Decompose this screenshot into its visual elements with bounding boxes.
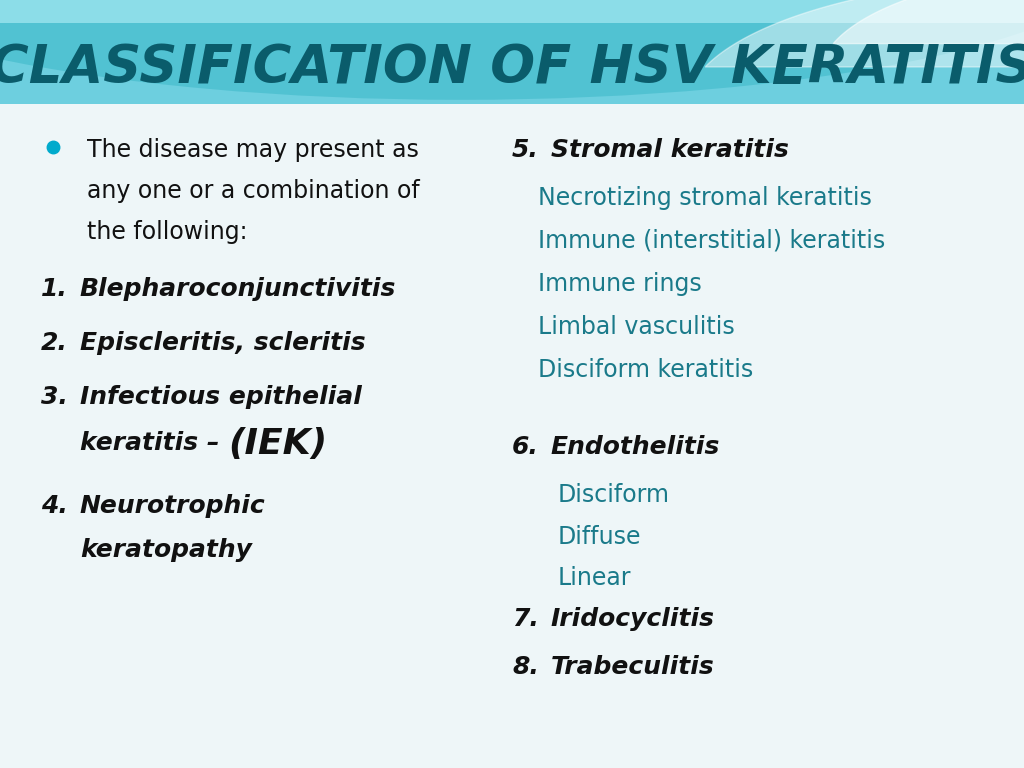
Text: keratopathy: keratopathy xyxy=(80,538,252,562)
Text: 6.: 6. xyxy=(512,435,539,459)
Text: 8.: 8. xyxy=(512,655,539,679)
Text: CLASSIFICATION OF HSV KERATITIS: CLASSIFICATION OF HSV KERATITIS xyxy=(0,41,1024,94)
Text: 1.: 1. xyxy=(41,277,68,301)
Text: Immune rings: Immune rings xyxy=(538,272,701,296)
FancyBboxPatch shape xyxy=(0,0,1024,104)
Text: 4.: 4. xyxy=(41,494,68,518)
Text: (IEK): (IEK) xyxy=(228,427,328,461)
Text: Stromal keratitis: Stromal keratitis xyxy=(551,138,788,162)
Text: The disease may present as: The disease may present as xyxy=(87,138,419,162)
Text: Immune (interstitial) keratitis: Immune (interstitial) keratitis xyxy=(538,229,885,253)
Text: Limbal vasculitis: Limbal vasculitis xyxy=(538,315,734,339)
Text: Neurotrophic: Neurotrophic xyxy=(80,494,265,518)
FancyBboxPatch shape xyxy=(0,104,1024,768)
Text: 7.: 7. xyxy=(512,607,539,631)
Text: keratitis –: keratitis – xyxy=(80,431,219,455)
Text: Episcleritis, scleritis: Episcleritis, scleritis xyxy=(80,331,366,355)
Ellipse shape xyxy=(0,0,1024,100)
Text: Infectious epithelial: Infectious epithelial xyxy=(80,385,361,409)
Text: Endothelitis: Endothelitis xyxy=(551,435,720,459)
Text: Diffuse: Diffuse xyxy=(558,525,642,548)
Text: the following:: the following: xyxy=(87,220,248,243)
Polygon shape xyxy=(834,0,1024,44)
Text: Iridocyclitis: Iridocyclitis xyxy=(551,607,715,631)
Text: Blepharoconjunctivitis: Blepharoconjunctivitis xyxy=(80,277,396,301)
Text: 3.: 3. xyxy=(41,385,68,409)
Text: 2.: 2. xyxy=(41,331,68,355)
Text: Disciform keratitis: Disciform keratitis xyxy=(538,358,753,382)
Text: Linear: Linear xyxy=(558,566,632,590)
Polygon shape xyxy=(706,0,1024,67)
Text: 5.: 5. xyxy=(512,138,539,162)
Text: Trabeculitis: Trabeculitis xyxy=(551,655,715,679)
Text: Disciform: Disciform xyxy=(558,483,670,507)
Text: Necrotizing stromal keratitis: Necrotizing stromal keratitis xyxy=(538,186,871,210)
FancyBboxPatch shape xyxy=(0,0,1024,23)
Text: any one or a combination of: any one or a combination of xyxy=(87,179,420,203)
